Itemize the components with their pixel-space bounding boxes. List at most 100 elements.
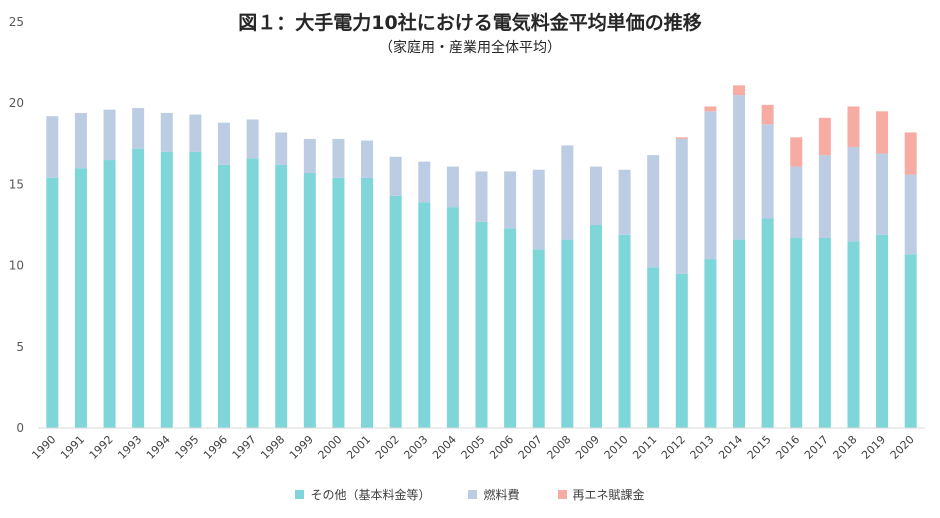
bar-segment-fuel-1999 bbox=[303, 138, 316, 174]
x-tick-label: 2004 bbox=[430, 433, 459, 462]
legend-swatch-other bbox=[295, 490, 305, 499]
x-tick-label: 1995 bbox=[173, 433, 202, 462]
y-tick-label: 20 bbox=[9, 96, 24, 110]
bar-segment-other-1993 bbox=[132, 148, 145, 428]
bar-segment-other-2001 bbox=[361, 177, 374, 428]
bar-segment-renewable-2017 bbox=[818, 117, 831, 156]
bar-segment-fuel-2011 bbox=[647, 155, 660, 268]
bar-segment-renewable-2012 bbox=[675, 137, 688, 139]
bar-segment-fuel-1993 bbox=[132, 108, 145, 149]
bar-segment-other-2015 bbox=[761, 218, 774, 428]
bar-segment-other-2014 bbox=[733, 239, 746, 428]
bar-segment-fuel-2008 bbox=[561, 145, 574, 240]
bar-segment-renewable-2020 bbox=[904, 132, 917, 175]
bar-segment-fuel-2020 bbox=[904, 174, 917, 255]
bar-segment-other-1994 bbox=[160, 151, 173, 429]
bar-segment-other-2000 bbox=[332, 177, 345, 428]
legend-item-fuel: 燃料費 bbox=[468, 486, 520, 503]
bar-segment-other-1997 bbox=[246, 158, 259, 428]
x-tick-label: 2014 bbox=[716, 433, 745, 462]
x-tick-label: 2018 bbox=[831, 433, 860, 462]
bar-segment-other-2017 bbox=[818, 237, 831, 428]
x-tick-label: 2009 bbox=[573, 433, 602, 462]
x-tick-label: 2011 bbox=[630, 433, 659, 462]
x-tick-label: 1999 bbox=[287, 433, 316, 462]
x-tick-label: 1991 bbox=[58, 433, 87, 462]
x-tick-label: 2012 bbox=[659, 433, 688, 462]
bar-segment-fuel-2009 bbox=[589, 166, 602, 225]
bar-segment-fuel-2018 bbox=[847, 147, 860, 242]
bar-segment-other-2004 bbox=[446, 207, 459, 428]
x-tick-label: 2006 bbox=[487, 433, 516, 462]
bar-segment-other-1991 bbox=[74, 168, 87, 428]
bar-segment-fuel-2002 bbox=[389, 156, 402, 196]
x-tick-label: 1998 bbox=[258, 433, 287, 462]
legend-item-renewable: 再エネ賦課金 bbox=[557, 486, 645, 503]
legend-item-other: その他（基本料金等） bbox=[295, 486, 430, 503]
bar-segment-other-1996 bbox=[217, 164, 230, 429]
bar-segment-other-2012 bbox=[675, 273, 688, 428]
bar-segment-other-2016 bbox=[790, 237, 803, 428]
bar-segment-other-2007 bbox=[532, 249, 545, 428]
bar-segment-other-1999 bbox=[303, 173, 316, 428]
legend-swatch-renewable bbox=[557, 490, 567, 499]
x-tick-label: 1990 bbox=[29, 433, 58, 462]
bar-segment-renewable-2019 bbox=[876, 111, 889, 154]
bar-segment-renewable-2013 bbox=[704, 106, 717, 112]
x-tick-label: 2015 bbox=[745, 433, 774, 462]
bar-segment-fuel-2014 bbox=[733, 95, 746, 240]
bar-segment-fuel-2010 bbox=[618, 169, 631, 235]
bar-segment-renewable-2018 bbox=[847, 106, 860, 148]
bar-segment-fuel-1991 bbox=[74, 112, 87, 169]
legend-label-other: その他（基本料金等） bbox=[310, 488, 431, 502]
bar-segment-fuel-2006 bbox=[504, 171, 517, 229]
x-tick-label: 2000 bbox=[316, 433, 345, 462]
bar-segment-other-2008 bbox=[561, 239, 574, 428]
x-tick-label: 1993 bbox=[115, 433, 144, 462]
bar-segment-fuel-2000 bbox=[332, 138, 345, 178]
legend-label-fuel: 燃料費 bbox=[483, 488, 520, 502]
bar-segment-fuel-1994 bbox=[160, 112, 173, 152]
bar-segment-renewable-2014 bbox=[733, 85, 746, 96]
bar-segment-other-2002 bbox=[389, 195, 402, 428]
bar-segment-fuel-2007 bbox=[532, 169, 545, 250]
x-tick-label: 2020 bbox=[888, 433, 917, 462]
x-tick-label: 2010 bbox=[602, 433, 631, 462]
bar-segment-other-2013 bbox=[704, 259, 717, 428]
x-tick-label: 2005 bbox=[459, 433, 488, 462]
bar-segment-renewable-2016 bbox=[790, 137, 803, 167]
bar-segment-other-2005 bbox=[475, 221, 488, 428]
chart-title: 図１：大手電力10社における電気料金平均単価の推移 bbox=[238, 12, 702, 34]
x-tick-label: 2003 bbox=[401, 433, 430, 462]
bar-segment-other-2006 bbox=[504, 228, 517, 428]
legend: その他（基本料金等） 燃料費 再エネ賦課金 bbox=[0, 486, 940, 503]
bar-segment-fuel-1990 bbox=[46, 116, 59, 178]
legend-label-renewable: 再エネ賦課金 bbox=[572, 488, 645, 502]
y-tick-label: 5 bbox=[16, 340, 24, 354]
bar-segment-fuel-1996 bbox=[217, 122, 230, 165]
x-tick-label: 2007 bbox=[516, 433, 545, 462]
x-tick-label: 1994 bbox=[144, 433, 173, 462]
bar-segment-other-2003 bbox=[418, 202, 431, 428]
bar-segment-fuel-1995 bbox=[189, 114, 202, 152]
x-tick-label: 2013 bbox=[688, 433, 717, 462]
bar-segment-other-1995 bbox=[189, 151, 202, 429]
x-tick-label: 1996 bbox=[201, 433, 230, 462]
bar-segment-fuel-2013 bbox=[704, 111, 717, 260]
bar-segment-fuel-2015 bbox=[761, 124, 774, 219]
bar-segment-other-2010 bbox=[618, 234, 631, 428]
legend-swatch-fuel bbox=[468, 490, 478, 499]
bar-segment-other-2018 bbox=[847, 241, 860, 428]
x-tick-label: 1992 bbox=[87, 433, 116, 462]
bar-segment-other-1990 bbox=[46, 177, 59, 428]
bar-segment-fuel-1992 bbox=[103, 109, 116, 161]
bar-segment-fuel-2005 bbox=[475, 171, 488, 222]
bar-segment-other-2019 bbox=[876, 234, 889, 428]
bar-segment-other-1998 bbox=[275, 164, 288, 429]
y-tick-label: 25 bbox=[9, 15, 24, 29]
bar-segment-fuel-2004 bbox=[446, 166, 459, 208]
y-tick-label: 15 bbox=[9, 177, 24, 191]
chart-subtitle: （家庭用・産業用全体平均） bbox=[379, 40, 561, 56]
bar-segment-fuel-1998 bbox=[275, 132, 288, 165]
